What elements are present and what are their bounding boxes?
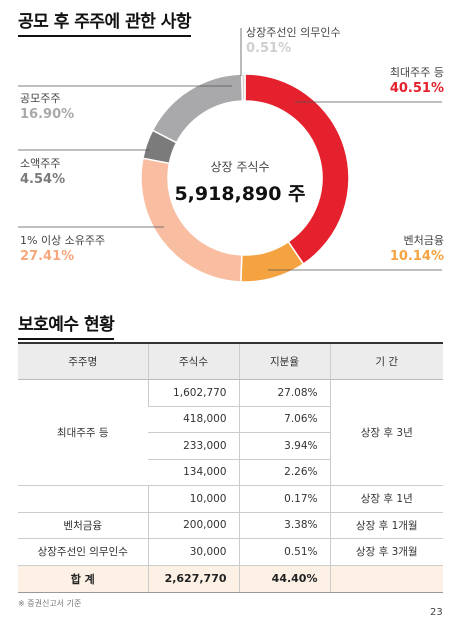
shares-cell: 200,000 — [147, 512, 239, 539]
header-period: 기 간 — [329, 342, 443, 380]
total-period-empty — [329, 565, 443, 593]
table-header-row: 주주명 주식수 지분율 기 간 — [18, 342, 443, 380]
donut-slice-5 — [240, 73, 246, 102]
header-holder: 주주명 — [18, 342, 148, 380]
label-1pct: 1% 이상 소유주주 27.41% — [20, 232, 105, 264]
section-title-text: 보호예수 현황 — [18, 315, 115, 335]
leader-lines — [18, 28, 442, 271]
section-title-shareholders: 공모 후 주주에 관한 사항 — [18, 7, 192, 37]
pct-cell: 7.06% — [238, 406, 330, 433]
pct-cell: 2.26% — [238, 459, 330, 486]
donut-slice-4 — [151, 73, 244, 144]
label-underwriter-value: 0.51% — [246, 41, 292, 56]
holder-cell: 상장주선인 의무인수 — [18, 538, 148, 566]
page-number: 23 — [430, 607, 443, 618]
pct-cell: 0.51% — [238, 538, 330, 566]
header-shares: 주식수 — [147, 342, 239, 380]
title-underline — [18, 338, 115, 340]
pct-cell: 27.08% — [238, 379, 330, 407]
title-underline — [18, 35, 192, 37]
label-minority: 소액주주 4.54% — [20, 155, 65, 187]
label-public: 공모주주 16.90% — [20, 90, 74, 122]
table-row: 233,000 3.94% — [18, 432, 443, 460]
holder-cell: 최대주주 등 — [18, 379, 148, 486]
label-largest-value: 40.51% — [389, 81, 444, 96]
period-cell: 상장 후 1개월 — [329, 512, 443, 539]
header-pct: 지분율 — [238, 342, 330, 380]
shares-cell: 30,000 — [147, 538, 239, 566]
label-1pct-name: 1% 이상 소유주주 — [20, 234, 106, 247]
period-cell: 상장 후 1년 — [329, 485, 443, 513]
donut-slices — [140, 73, 350, 283]
section-title-text: 공모 후 주주에 관한 사항 — [18, 12, 192, 32]
table-row: 상장주선인 의무인수 30,000 0.51% 상장 후 3개월 — [18, 538, 443, 566]
table-total-row: 합 계 2,627,770 44.40% — [18, 565, 443, 593]
shares-cell: 1,602,770 — [147, 379, 239, 407]
table-row: 벤처금융 200,000 3.38% 상장 후 1개월 — [18, 512, 443, 539]
label-public-name: 공모주주 — [20, 92, 61, 105]
shares-cell: 134,000 — [148, 459, 239, 486]
label-1pct-value: 27.41% — [20, 249, 75, 264]
label-minority-name: 소액주주 — [20, 157, 61, 170]
table-row: 10,000 0.17% 상장 후 1년 — [18, 485, 443, 513]
total-shares: 2,627,770 — [147, 565, 239, 593]
table-row: 최대주주 등 1,602,770 27.08% 상장 후 3년 — [18, 379, 443, 486]
label-largest-name: 최대주주 등 — [389, 66, 444, 79]
table-row: 418,000 7.06% — [18, 406, 443, 433]
table-row: 134,000 2.26% — [18, 459, 443, 486]
label-minority-value: 4.54% — [20, 172, 66, 187]
label-underwriter: 상장주선인 의무인수 0.51% — [246, 24, 341, 56]
pct-cell: 0.17% — [238, 485, 330, 513]
donut-chart — [18, 28, 442, 283]
center-value: 5,918,890 주 — [174, 183, 306, 205]
period-cell: 상장 후 3년 — [329, 379, 443, 486]
label-venture: 벤처금융 10.14% — [390, 232, 444, 264]
label-public-value: 16.90% — [20, 107, 75, 122]
label-largest: 최대주주 등 40.51% — [390, 64, 444, 96]
total-pct: 44.40% — [238, 565, 330, 593]
holder-cell: 벤처금융 — [18, 512, 148, 539]
footnote: ※ 증권신고서 기준 — [18, 599, 82, 608]
total-label: 합 계 — [18, 565, 148, 593]
shares-cell: 233,000 — [148, 432, 239, 460]
donut-slice-0 — [244, 73, 350, 266]
shares-cell: 418,000 — [148, 406, 239, 433]
donut-slice-2 — [140, 157, 243, 283]
label-venture-value: 10.14% — [389, 249, 444, 264]
pct-cell: 3.38% — [238, 512, 330, 539]
period-cell: 상장 후 3개월 — [329, 538, 443, 566]
lockup-table: 주주명 주식수 지분율 기 간 최대주주 등 1,602,770 27.08% … — [18, 342, 443, 593]
shares-cell: 10,000 — [147, 485, 239, 513]
holder-cell-empty — [18, 485, 148, 513]
pct-cell: 3.94% — [238, 432, 330, 460]
label-venture-name: 벤처금융 — [403, 234, 444, 247]
center-label: 상장 주식수 — [210, 160, 270, 174]
label-underwriter-name: 상장주선인 의무인수 — [246, 26, 341, 39]
section-title-lockup: 보호예수 현황 — [18, 310, 115, 340]
